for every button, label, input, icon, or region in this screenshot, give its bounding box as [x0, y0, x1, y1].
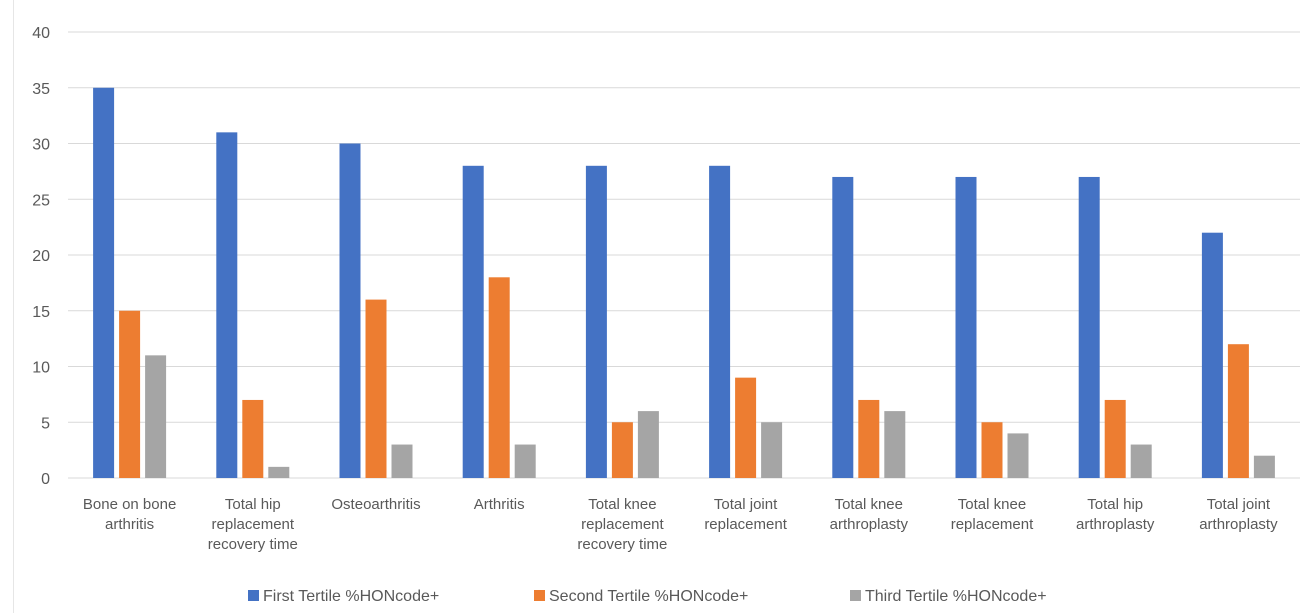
bar-3-7 [884, 411, 906, 478]
y-tick-label-10: 10 [32, 360, 50, 377]
x-tick-label-5: Total knee replacement recovery time [577, 496, 667, 553]
bar-1-10 [1201, 232, 1223, 478]
x-tick-label-9: Total hip arthroplasty [1076, 496, 1155, 533]
bar-3-9 [1130, 444, 1152, 478]
bar-3-2 [268, 466, 290, 478]
bar-1-8 [955, 176, 977, 478]
bar-2-3 [365, 299, 387, 478]
legend-label-3: Third Tertile %HONcode+ [865, 588, 1047, 605]
legend-swatch-2 [534, 590, 545, 601]
y-tick-label-40: 40 [32, 25, 50, 42]
bar-2-8 [981, 422, 1003, 478]
bar-3-4 [514, 444, 536, 478]
y-tick-label-30: 30 [32, 137, 50, 154]
bar-3-3 [391, 444, 413, 478]
bar-1-2 [216, 132, 238, 478]
y-tick-label-25: 25 [32, 192, 50, 209]
y-tick-label-35: 35 [32, 81, 50, 98]
bar-2-10 [1227, 344, 1249, 478]
bar-2-5 [611, 422, 633, 478]
bar-1-9 [1078, 176, 1100, 478]
bar-3-1 [145, 355, 167, 478]
bar-3-5 [637, 411, 659, 478]
legend-label-1: First Tertile %HONcode+ [263, 588, 439, 605]
x-tick-label-1: Bone on bone arthritis [83, 496, 176, 533]
bar-1-6 [709, 165, 731, 479]
x-tick-label-2: Total hip replacement recovery time [208, 496, 298, 553]
bar-3-10 [1253, 455, 1275, 478]
bar-1-3 [339, 143, 361, 478]
bar-2-9 [1104, 399, 1126, 478]
legend-swatch-1 [248, 590, 259, 601]
chart-frame-edge [13, 0, 14, 613]
x-tick-label-8: Total knee replacement [951, 496, 1034, 533]
bar-3-6 [761, 422, 783, 478]
legend-label-2: Second Tertile %HONcode+ [549, 588, 748, 605]
bar-3-8 [1007, 433, 1029, 478]
y-tick-label-15: 15 [32, 304, 50, 321]
bar-2-6 [735, 377, 757, 478]
y-tick-label-20: 20 [32, 248, 50, 265]
bar-2-2 [242, 399, 264, 478]
y-tick-label-5: 5 [41, 415, 50, 432]
bar-2-7 [858, 399, 880, 478]
x-tick-label-7: Total knee arthroplasty [830, 496, 909, 533]
y-tick-label-0: 0 [41, 471, 50, 488]
bar-1-5 [585, 165, 607, 479]
bar-2-1 [119, 310, 141, 478]
x-tick-label-10: Total joint arthroplasty [1199, 496, 1278, 533]
legend-swatch-3 [850, 590, 861, 601]
x-tick-label-4: Arthritis [474, 496, 525, 513]
bar-2-4 [488, 277, 510, 478]
x-tick-label-6: Total joint replacement [704, 496, 787, 533]
bar-1-1 [93, 87, 115, 478]
x-tick-label-3: Osteoarthritis [331, 496, 420, 513]
bar-1-4 [462, 165, 484, 479]
bar-1-7 [832, 176, 854, 478]
